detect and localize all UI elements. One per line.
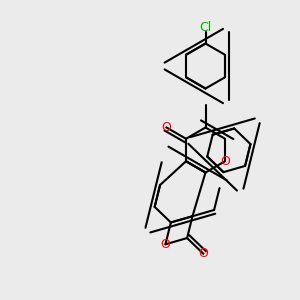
Text: O: O [198, 247, 208, 260]
Text: O: O [162, 121, 172, 134]
Text: Cl: Cl [200, 21, 211, 34]
Text: O: O [220, 155, 230, 168]
Text: O: O [160, 238, 170, 251]
